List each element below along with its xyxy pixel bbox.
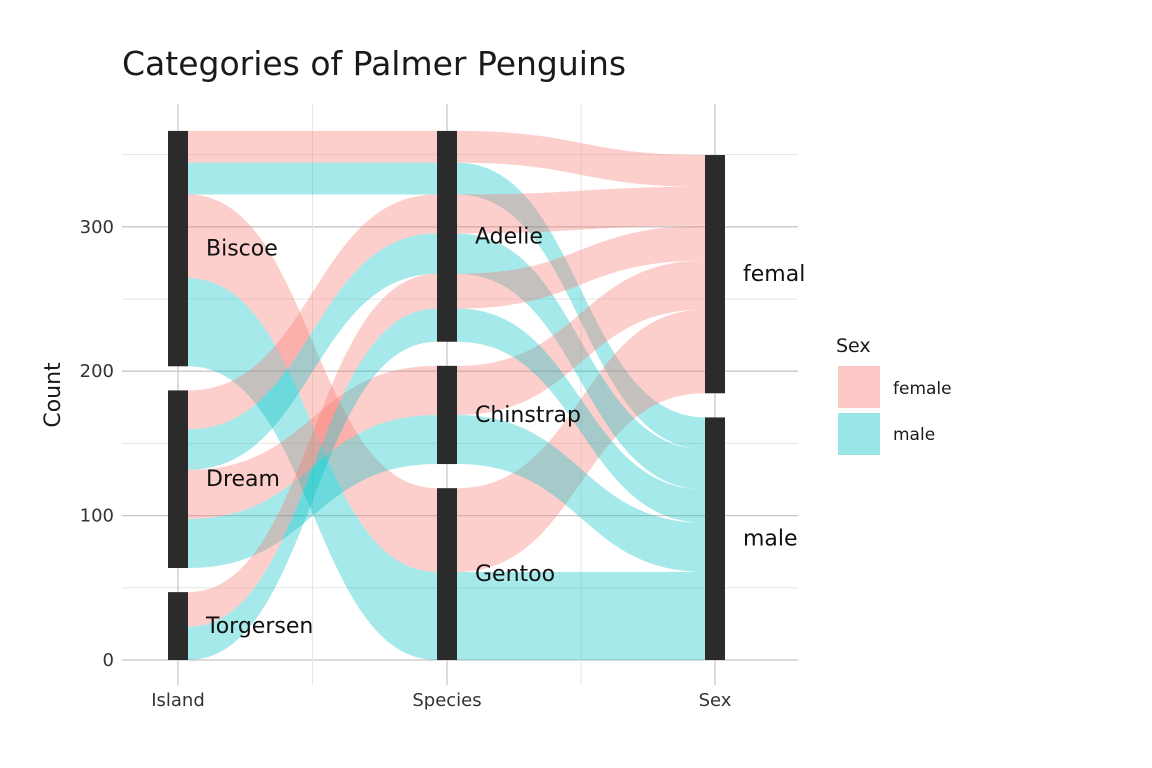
flow-biscoe-adelie-female-0 xyxy=(188,130,437,163)
flow-biscoe-adelie-female-1 xyxy=(457,130,705,187)
stratum-label-gentoo: Gentoo xyxy=(475,562,555,587)
stratum-chinstrap xyxy=(437,365,457,465)
y-axis-label: Count xyxy=(41,362,66,428)
flow-biscoe-adelie-male-1 xyxy=(457,162,705,450)
legend-swatch-female xyxy=(838,366,880,408)
flow-torgersen-adelie-female-0 xyxy=(188,273,437,627)
x-tick-label: Island xyxy=(151,690,205,711)
flow-torgersen-adelie-male-1 xyxy=(457,308,705,523)
stratum-label-dream: Dream xyxy=(206,467,280,492)
legend: Sex female male xyxy=(836,335,952,455)
y-tick-label: 200 xyxy=(80,361,114,382)
stratum-torgersen xyxy=(168,592,188,660)
y-tick-label: 100 xyxy=(80,506,114,527)
flow-dream-adelie-female-1 xyxy=(457,186,705,234)
stratum-label-chinstrap: Chinstrap xyxy=(475,403,581,428)
legend-label-female: female xyxy=(893,379,952,399)
axes: 0 100 200 300 Island Species Sex xyxy=(80,217,732,711)
flow-torgersen-adelie-female-1 xyxy=(457,225,705,309)
y-tick-label: 0 xyxy=(103,650,114,671)
legend-title: Sex xyxy=(836,335,871,357)
stratum-label-adelie: Adelie xyxy=(475,224,543,249)
y-tick-label: 300 xyxy=(80,217,114,238)
flow-dream-chinstrap-male-1 xyxy=(457,414,705,572)
x-tick-label: Species xyxy=(412,690,481,711)
legend-label-male: male xyxy=(893,425,935,445)
flow-dream-chinstrap-male-0 xyxy=(188,414,437,569)
stratum-female xyxy=(705,155,725,394)
flow-biscoe-gentoo-male-0 xyxy=(188,278,437,660)
stratum-gentoo xyxy=(437,488,457,660)
flow-biscoe-gentoo-female-1 xyxy=(457,309,705,572)
flow-dream-adelie-male-0 xyxy=(188,233,437,470)
strata xyxy=(168,130,725,660)
stratum-dream xyxy=(168,390,188,569)
stratum-label-torgersen: Torgersen xyxy=(205,614,313,639)
stratum-adelie xyxy=(437,130,457,342)
stratum-biscoe xyxy=(168,130,188,367)
flow-dream-chinstrap-female-0 xyxy=(188,365,437,519)
flow-biscoe-gentoo-male-1 xyxy=(457,571,705,660)
stratum-label-male: male xyxy=(743,527,798,552)
flow-torgersen-adelie-male-0 xyxy=(188,308,437,660)
flows xyxy=(188,130,705,660)
flow-biscoe-gentoo-female-0 xyxy=(188,194,437,572)
flow-biscoe-adelie-male-0 xyxy=(188,162,437,195)
flow-dream-adelie-female-0 xyxy=(188,194,437,430)
stratum-labels: Biscoe Dream Torgersen Adelie Chinstrap Gento… xyxy=(205,224,805,639)
stratum-label-female: femal xyxy=(743,262,805,287)
chart-title: Categories of Palmer Penguins xyxy=(122,44,626,83)
flow-dream-chinstrap-female-1 xyxy=(457,260,705,415)
legend-swatch-male xyxy=(838,413,880,455)
flow-dream-adelie-male-1 xyxy=(457,233,705,490)
x-tick-label: Sex xyxy=(699,690,732,711)
stratum-male xyxy=(705,417,725,660)
stratum-label-biscoe: Biscoe xyxy=(206,237,278,262)
